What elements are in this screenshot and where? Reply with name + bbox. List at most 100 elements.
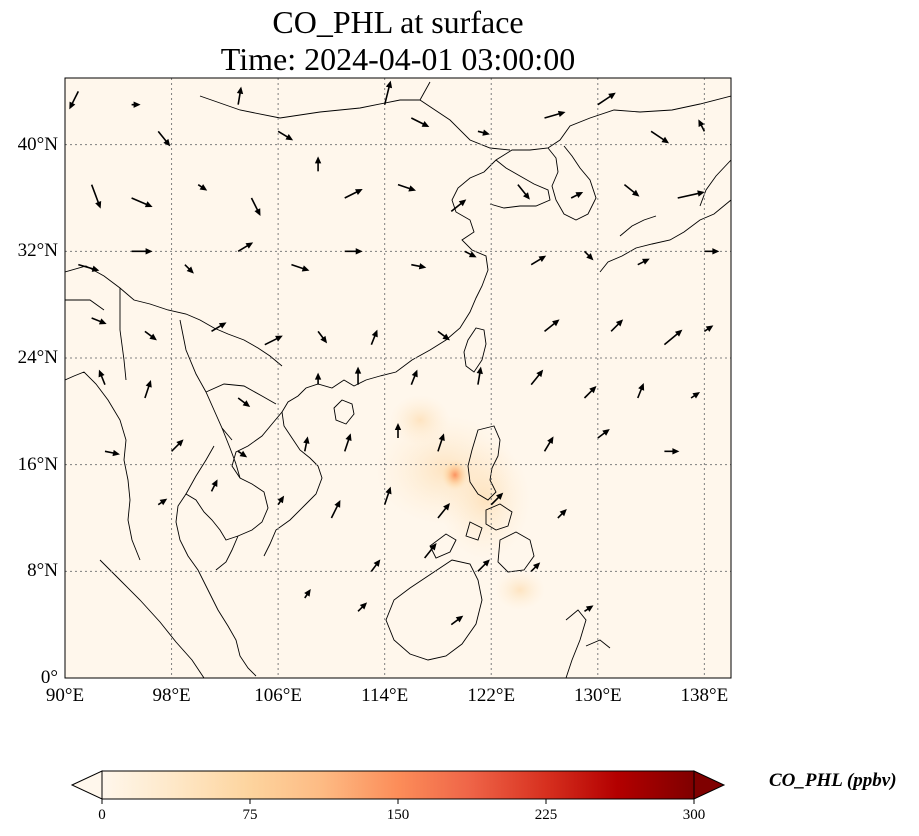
- wind-arrow: [317, 330, 328, 344]
- coastlines-and-borders: [65, 81, 731, 678]
- wind-arrow: [450, 199, 467, 212]
- wind-arrow: [664, 448, 680, 455]
- map-title: CO_PHL at surface: [272, 4, 524, 40]
- wind-arrow: [623, 184, 640, 197]
- colorbar-tick-label: 0: [98, 807, 106, 823]
- wind-arrow: [437, 330, 450, 341]
- wind-arrow: [570, 192, 584, 199]
- wind-arrow: [397, 183, 416, 192]
- longitude-tick-label: 106°E: [254, 685, 302, 706]
- wind-arrow: [344, 189, 363, 199]
- wind-arrow: [383, 486, 392, 505]
- wind-arrow: [370, 559, 381, 572]
- wind-arrow: [698, 119, 706, 132]
- wind-arrow: [104, 449, 120, 457]
- wind-arrow: [131, 197, 153, 208]
- wind-arrow: [383, 80, 393, 105]
- wind-arrow: [264, 335, 283, 346]
- wind-arrow: [476, 366, 483, 385]
- wind-arrow: [237, 450, 248, 458]
- gridlines: [65, 78, 731, 678]
- wind-arrow: [131, 101, 141, 108]
- map-subtitle-time: Time: 2024-04-01 03:00:00: [220, 41, 576, 77]
- latitude-tick-label: 24°N: [17, 347, 58, 368]
- wind-arrow: [144, 330, 157, 341]
- longitude-tick-label: 114°E: [361, 685, 409, 706]
- wind-arrow: [637, 258, 650, 266]
- wind-arrow: [354, 366, 362, 385]
- colorbar-extend-min: [70, 770, 103, 800]
- co-plume: [375, 395, 545, 610]
- wind-arrow: [650, 130, 670, 144]
- wind-arrow: [410, 369, 418, 385]
- latitude-tick-label: 8°N: [27, 560, 58, 582]
- wind-arrow: [394, 423, 402, 438]
- wind-arrow: [211, 322, 227, 333]
- wind-arrow: [236, 86, 244, 105]
- wind-arrow: [411, 263, 427, 270]
- wind-arrow: [530, 255, 547, 266]
- wind-arrow: [343, 433, 352, 452]
- wind-arrow: [530, 562, 541, 572]
- wind-arrow: [704, 248, 720, 255]
- wind-arrow: [437, 503, 450, 519]
- latitude-tick-label: 0°: [40, 667, 58, 688]
- wind-arrow: [597, 429, 610, 439]
- wind-arrow: [583, 386, 597, 399]
- map-frame: [64, 77, 732, 679]
- wind-arrow: [677, 190, 705, 199]
- wind-arrow: [237, 242, 254, 253]
- wind-arrow: [91, 317, 107, 325]
- wind-arrow: [69, 90, 80, 110]
- latitude-tick-label: 16°N: [17, 453, 58, 475]
- wind-arrow: [610, 319, 624, 332]
- longitude-tick-label: 138°E: [680, 685, 729, 706]
- co-hotspot: [441, 459, 469, 491]
- colorbar-tick-label: 150: [386, 807, 410, 823]
- longitude-tick-label: 90°E: [45, 685, 85, 706]
- wind-arrow: [303, 436, 310, 452]
- wind-arrow: [131, 248, 153, 255]
- wind-arrow: [304, 589, 311, 599]
- wind-arrow: [583, 250, 594, 261]
- wind-arrow: [330, 500, 341, 519]
- wind-arrow: [437, 433, 445, 452]
- wind-arrow: [277, 130, 294, 141]
- wind-arrow: [170, 439, 184, 452]
- colorbar-gradient: [102, 771, 694, 799]
- wind-arrow: [197, 184, 208, 191]
- colorbar-tick-label: 300: [682, 807, 706, 823]
- wind-arrow: [291, 263, 310, 272]
- longitude-tick-label: 98°E: [152, 685, 191, 706]
- wind-arrow: [544, 319, 560, 332]
- latitude-tick-label: 40°N: [17, 133, 58, 155]
- wind-arrow: [277, 495, 285, 506]
- wind-arrow: [637, 383, 645, 399]
- wind-arrow: [450, 615, 464, 626]
- colorbar-extend-max: [693, 770, 726, 800]
- wind-arrow: [544, 110, 566, 119]
- wind-arrow: [690, 392, 701, 399]
- wind-vectors: [69, 80, 720, 626]
- wind-arrow: [663, 329, 683, 346]
- wind-arrow: [78, 263, 100, 272]
- longitude-tick-label: 130°E: [573, 685, 622, 706]
- wind-arrow: [237, 397, 251, 407]
- wind-arrow: [90, 184, 102, 209]
- colorbar-tick-label: 225: [534, 807, 558, 823]
- wind-arrow: [530, 369, 544, 386]
- wind-arrow: [490, 492, 504, 506]
- wind-arrow: [597, 92, 616, 106]
- wind-arrow: [210, 479, 218, 492]
- wind-arrow: [370, 329, 378, 345]
- latitude-tick-label: 32°N: [17, 240, 58, 262]
- colorbar-tick-label: 75: [242, 807, 258, 823]
- wind-arrow: [543, 436, 554, 452]
- wind-arrow: [410, 117, 430, 127]
- colorbar: [70, 770, 726, 800]
- wind-arrow: [157, 130, 171, 147]
- wind-arrow: [98, 369, 106, 385]
- wind-arrow: [477, 129, 490, 136]
- wind-arrow: [557, 509, 567, 519]
- wind-arrow: [517, 184, 530, 200]
